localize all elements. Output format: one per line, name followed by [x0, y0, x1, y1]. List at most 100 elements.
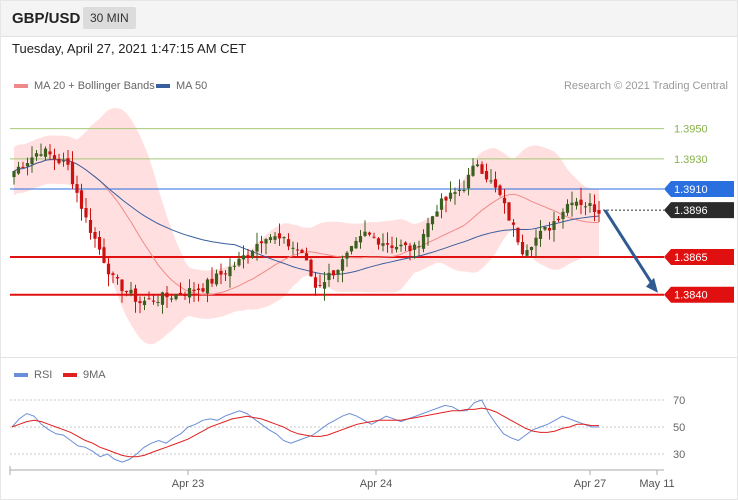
candle	[313, 272, 318, 296]
candle	[30, 146, 34, 173]
candle	[223, 270, 228, 281]
candle	[286, 233, 291, 251]
forecast-arrow-line	[603, 209, 656, 288]
candle	[385, 232, 390, 253]
level-label-1.3865: 1.3865	[674, 252, 708, 264]
candle	[196, 283, 201, 302]
ma9-swatch	[63, 373, 77, 377]
candle-body	[39, 154, 43, 156]
candle	[466, 167, 471, 196]
candle-body	[439, 198, 444, 210]
x-tick-label: May 11	[639, 478, 674, 490]
candle	[345, 250, 349, 267]
candle	[574, 197, 579, 210]
candle-body	[444, 196, 448, 201]
candle	[390, 236, 394, 254]
candle	[57, 153, 61, 165]
candle-body	[237, 258, 241, 266]
candle	[129, 281, 133, 297]
candle	[318, 274, 322, 288]
candle-body	[547, 227, 552, 231]
x-tick-label: Apr 27	[574, 478, 606, 490]
candle	[534, 229, 538, 258]
candle	[93, 227, 97, 248]
candle	[61, 152, 66, 167]
candle	[327, 263, 331, 287]
candle	[205, 277, 210, 303]
rsi-series-RSI	[11, 399, 599, 463]
candle-body	[529, 246, 534, 251]
candle	[597, 200, 601, 223]
candle-body	[165, 292, 169, 298]
candle-body	[597, 209, 601, 214]
legend-ma9: 9MA	[63, 369, 106, 381]
ma50-line	[13, 159, 600, 275]
candle-body	[210, 278, 214, 284]
candle	[363, 220, 367, 237]
rsi-tick-30: 30	[673, 449, 685, 461]
candle-body	[417, 246, 421, 248]
candle	[79, 183, 84, 221]
candle	[480, 161, 484, 174]
candle-body	[30, 157, 34, 165]
candle-body	[543, 226, 547, 230]
candle	[70, 151, 75, 190]
candle-body	[66, 158, 70, 165]
candle-body	[507, 202, 511, 221]
candle-body	[399, 244, 403, 247]
candle-body	[304, 253, 309, 261]
candle-body	[588, 203, 592, 206]
candle-body	[291, 247, 295, 249]
candle	[291, 241, 295, 255]
candle	[228, 258, 232, 288]
level-label-1.3950: 1.3950	[674, 124, 708, 136]
candle	[412, 242, 417, 259]
candle	[498, 184, 502, 197]
candle	[12, 171, 16, 185]
candle	[111, 271, 115, 284]
candle-body	[340, 259, 345, 271]
candle-body	[138, 301, 142, 304]
candle	[142, 296, 147, 311]
legend-rsi-label: RSI	[34, 369, 53, 381]
candle	[34, 150, 39, 161]
candle-body	[160, 292, 165, 305]
candle-body	[390, 245, 394, 248]
candle	[457, 179, 462, 196]
candle	[525, 244, 529, 257]
candle-body	[592, 204, 597, 213]
candle	[232, 261, 237, 271]
candle	[210, 267, 214, 287]
candle-body	[43, 148, 48, 157]
candle-body	[327, 272, 331, 280]
timeframe-button[interactable]: 30 MIN	[83, 7, 136, 29]
candle	[439, 193, 444, 219]
candle-body	[538, 230, 543, 239]
candle-body	[574, 201, 579, 206]
candles-layer	[12, 143, 601, 314]
candle-body	[93, 231, 97, 239]
level-badge-1.3896	[664, 202, 734, 219]
candle-body	[421, 233, 426, 249]
candle	[502, 188, 507, 214]
candle	[160, 291, 165, 314]
level-badge-1.3910	[664, 181, 734, 198]
legend-ma20: MA 20 + Bollinger Bands	[14, 80, 155, 92]
candle	[435, 204, 439, 217]
forecast-arrow-head	[646, 277, 658, 293]
candle	[471, 158, 475, 177]
candle-body	[322, 282, 327, 289]
level-label-1.3910: 1.3910	[674, 184, 708, 196]
candle-body	[502, 197, 507, 204]
candle-body	[268, 237, 273, 241]
candle-body	[228, 266, 232, 277]
candle	[178, 282, 183, 296]
candle-body	[354, 240, 358, 249]
candle	[273, 231, 277, 245]
candle-body	[106, 263, 111, 275]
candle-body	[484, 170, 489, 180]
ma50-swatch	[156, 84, 170, 88]
candle-body	[282, 237, 286, 239]
candle	[25, 157, 30, 176]
